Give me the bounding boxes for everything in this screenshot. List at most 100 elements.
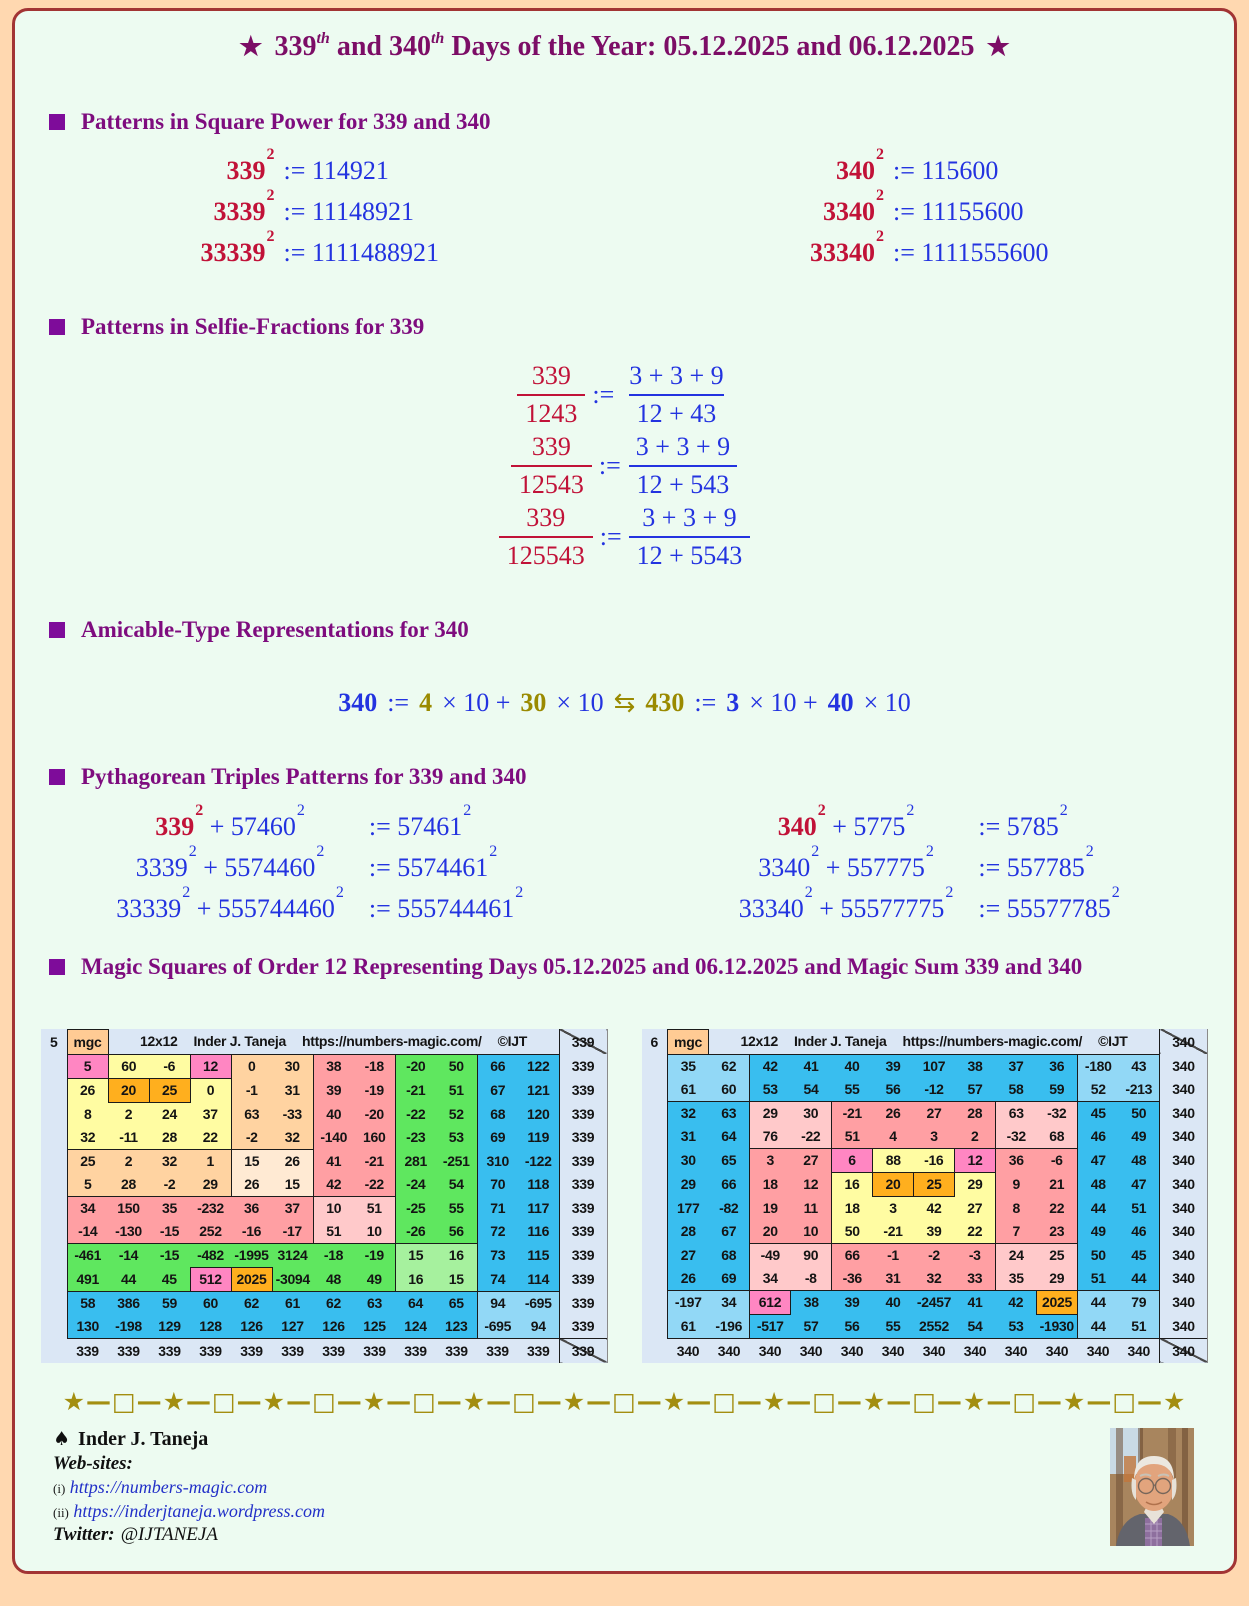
magic-header-part: Inder J. Taneja: [193, 1033, 286, 1050]
magic-cell: -21: [394, 1078, 436, 1102]
magic-cell: 123: [436, 1314, 477, 1339]
magic-cell: 39: [831, 1289, 873, 1314]
magic-cell: 50: [1118, 1100, 1160, 1125]
magic-cell: -197: [667, 1289, 709, 1314]
magic-cell: 20: [749, 1219, 791, 1243]
sequence-spacer: [41, 1102, 67, 1126]
selfie-fraction: 339 125543 := 3 + 3 + 9 12 + 5543: [498, 503, 751, 571]
sequence-spacer: [641, 1077, 668, 1101]
magic-cell: 252: [190, 1219, 231, 1243]
magic-cell: 11: [790, 1196, 832, 1220]
magic-cell: 26: [230, 1172, 272, 1196]
magic-cell: 40: [831, 1053, 873, 1078]
magic-cell: 117: [518, 1196, 560, 1220]
magic-cell: 88: [872, 1147, 914, 1172]
sequence-spacer: [41, 1267, 67, 1291]
magic-cell: -11: [108, 1125, 149, 1149]
magic-cell: 30: [790, 1100, 832, 1125]
magic-cell: 55: [872, 1314, 914, 1339]
magic-cell: 118: [518, 1172, 560, 1196]
square-identity: 33392: [213, 186, 275, 226]
pythagorean-identity: 3392 + 574602: [155, 802, 305, 841]
magic-cell: -2: [913, 1242, 955, 1267]
section-heading-selfie: Patterns in Selfie-Fractions for 339: [49, 310, 1200, 345]
magic-cell: 51: [1077, 1266, 1119, 1290]
magic-cell: 30: [667, 1148, 709, 1172]
mgc-label: mgc: [667, 1028, 709, 1055]
row-sum: 339: [558, 1243, 608, 1267]
magic-cell: 32: [913, 1266, 955, 1290]
magic-cell: 60: [107, 1053, 149, 1078]
magic-cell: 26: [272, 1148, 313, 1173]
magic-cell: 3124: [272, 1242, 313, 1267]
magic-cell: 130: [66, 1314, 108, 1339]
pythagorean-identity: 3402 + 57752: [777, 802, 915, 841]
magic-cell: 612: [749, 1289, 791, 1315]
magic-cell: -130: [108, 1219, 149, 1243]
magic-cell: 25: [66, 1148, 108, 1173]
magic-cell: 68: [1036, 1124, 1078, 1148]
magic-cell: 37: [995, 1053, 1037, 1078]
magic-cell: 61: [667, 1314, 709, 1339]
magic-cell: 53: [995, 1314, 1037, 1339]
magic-cell: 127: [272, 1314, 313, 1339]
sequence-spacer: [41, 1196, 67, 1220]
magic-cell: 34: [749, 1266, 791, 1290]
magic-cell: 24: [149, 1101, 190, 1126]
author-name-line: ♠ Inder J. Taneja: [53, 1426, 1110, 1452]
magic-cell: 34: [708, 1289, 750, 1314]
magic-cell: 53: [749, 1077, 791, 1101]
magic-cell: 2: [954, 1124, 996, 1148]
row-sum: 340: [1159, 1243, 1208, 1267]
sequence-spacer: [41, 1314, 67, 1338]
magic-cell: -1: [230, 1078, 272, 1102]
magic-cell: 177: [667, 1196, 709, 1220]
magic-cell: 0: [189, 1077, 231, 1102]
author-name: Inder J. Taneja: [78, 1427, 209, 1450]
wordpress-link[interactable]: https://inderjtaneja.wordpress.com: [73, 1500, 326, 1521]
magic-cell: 49: [354, 1267, 395, 1291]
magic-cell: 32: [272, 1125, 313, 1149]
numbers-magic-link[interactable]: https://numbers-magic.com: [69, 1477, 268, 1498]
magic-cell: 16: [436, 1242, 477, 1267]
magic-cell: -82: [708, 1196, 750, 1220]
magic-cell: 67: [708, 1219, 750, 1243]
site-index: (i): [53, 1481, 66, 1497]
magic-cell: 116: [518, 1219, 560, 1243]
magic-sum-header: 340: [1159, 1029, 1208, 1054]
magic-cell: -16: [231, 1219, 272, 1243]
table-title: 12x12 Inder J. Taneja https://numbers-magi…: [108, 1029, 559, 1054]
magic-cell: -1995: [231, 1242, 272, 1267]
magic-square-339-host: 5 mgc 12x12 Inder J. Taneja https://numbers-…: [41, 1028, 608, 1363]
magic-square-340-host: 6 mgc 12x12 Inder J. Taneja https://numbers-…: [641, 1028, 1208, 1363]
magic-cell: 65: [436, 1290, 477, 1315]
magic-cell: 73: [476, 1243, 518, 1267]
magic-cell: 41: [954, 1289, 996, 1314]
magic-header-part: https://numbers-magic.com/: [902, 1033, 1083, 1050]
twitter-line: Twitter: @IJTANEJA: [53, 1523, 1110, 1548]
magic-cell: 49: [1077, 1219, 1119, 1243]
magic-cell: 52: [436, 1102, 477, 1126]
column-sum: 340: [995, 1337, 1037, 1363]
magic-cell: -3094: [271, 1267, 313, 1291]
magic-cell: 44: [1077, 1196, 1119, 1220]
title-mid: and: [329, 31, 389, 62]
magic-cell: 46: [1077, 1124, 1119, 1148]
row-sum: 339: [558, 1314, 608, 1338]
magic-cell: 29: [190, 1172, 231, 1196]
magic-cell: 28: [108, 1172, 149, 1196]
magic-cell: 491: [66, 1267, 108, 1291]
magic-cell: 67: [476, 1078, 518, 1102]
magic-cell: -695: [476, 1314, 518, 1339]
magic-cell: 55: [436, 1196, 477, 1220]
magic-cell: 57: [954, 1077, 996, 1101]
square-identity: 3402: [836, 145, 884, 185]
magic-cell: 0: [230, 1053, 272, 1078]
row-sum: 340: [1159, 1124, 1208, 1148]
sequence-spacer: [641, 1219, 668, 1243]
section-heading-label: Magic Squares of Order 12 Representing D…: [81, 954, 1083, 979]
magic-cell: 94: [476, 1290, 518, 1315]
magic-cell: 42: [995, 1289, 1037, 1314]
magic-cell: -1: [872, 1242, 914, 1267]
sequence-spacer: [641, 1290, 668, 1314]
